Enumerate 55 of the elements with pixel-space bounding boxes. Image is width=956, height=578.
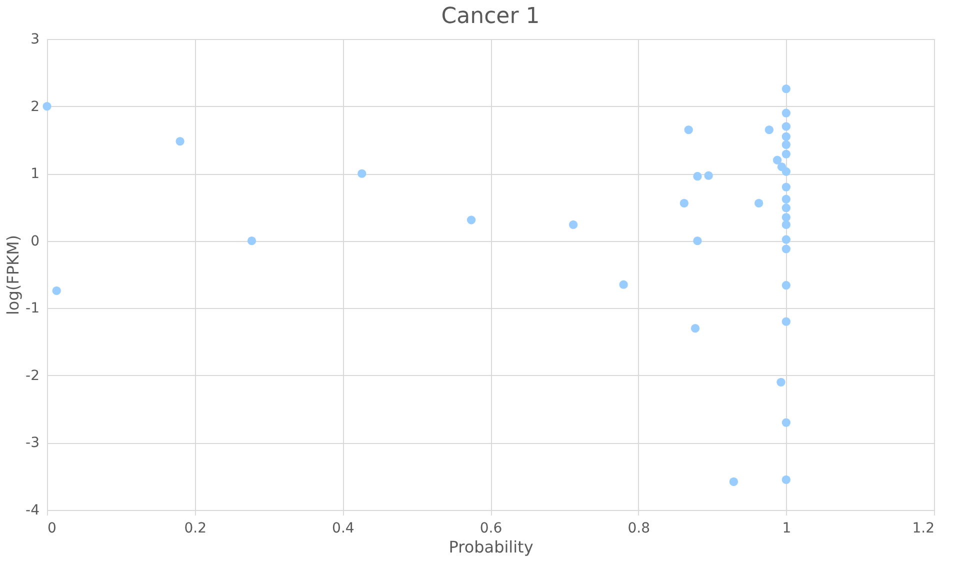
y-axis-title: log(FPKM) [4, 234, 23, 316]
x-tick-label: 0.8 [628, 520, 650, 536]
point [777, 162, 786, 172]
x-tick-label: 0.2 [184, 520, 206, 536]
x-tick-label: 1.2 [912, 520, 934, 536]
point [693, 236, 702, 246]
point [776, 378, 786, 386]
point [782, 132, 790, 141]
point [358, 169, 366, 178]
y-tick-label: 3 [30, 32, 40, 48]
point [782, 317, 790, 326]
y-tick-label: 1 [30, 166, 40, 182]
point [782, 212, 790, 222]
point [619, 280, 628, 289]
point [782, 150, 790, 158]
point [680, 198, 688, 208]
point [782, 140, 790, 149]
point [782, 84, 790, 94]
y-tick-label: -4 [26, 502, 40, 518]
point [782, 108, 790, 118]
point [704, 171, 713, 180]
point [568, 220, 578, 230]
point [782, 220, 790, 230]
point [782, 475, 790, 484]
point [247, 236, 256, 246]
point [693, 172, 702, 181]
point [729, 477, 738, 486]
point [684, 126, 693, 134]
point [754, 198, 764, 208]
point [782, 418, 790, 427]
x-tick-label: 0.6 [480, 520, 502, 536]
point [772, 156, 782, 164]
chart-title: Cancer 1 [441, 4, 540, 29]
x-tick-label: 0 [48, 520, 56, 536]
point [176, 136, 184, 146]
y-tick-label: 2 [30, 98, 40, 115]
point [690, 324, 700, 333]
y-tick-label: -3 [26, 435, 40, 452]
point [782, 204, 790, 212]
point [782, 182, 790, 192]
point [782, 122, 790, 131]
y-tick-label: -1 [26, 300, 40, 317]
y-tick-label: 0 [30, 233, 40, 250]
point [782, 194, 790, 204]
point [42, 102, 52, 111]
x-tick-label: 1 [782, 520, 792, 536]
point [764, 126, 774, 134]
x-tick-label: 0.4 [332, 520, 354, 536]
y-tick-label: -2 [26, 368, 40, 384]
point [782, 244, 790, 254]
x-axis-title: Probability [448, 538, 534, 556]
point [782, 235, 790, 244]
point [782, 280, 790, 290]
point [466, 216, 476, 224]
point [52, 286, 61, 295]
